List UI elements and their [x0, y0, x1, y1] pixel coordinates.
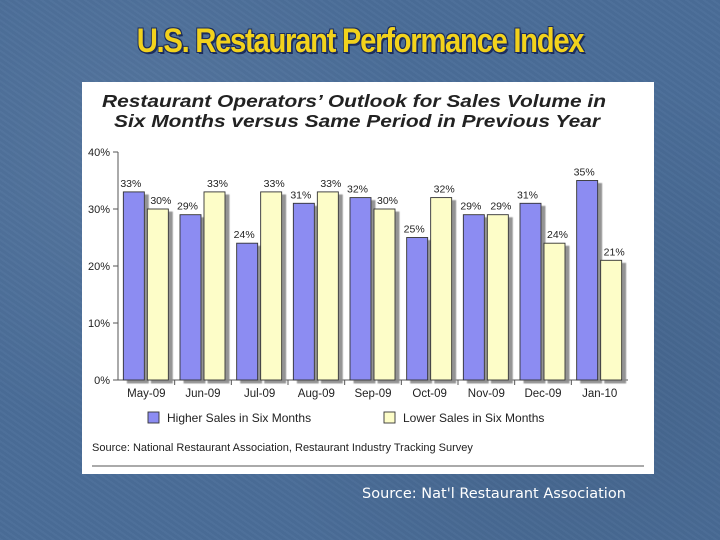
data-label-lower-sales: 29%	[490, 201, 511, 213]
data-label-higher-sales: 35%	[574, 167, 595, 179]
chart-panel: Restaurant Operators’ Outlook for Sales …	[82, 82, 654, 474]
data-label-higher-sales: 25%	[404, 224, 425, 236]
bar-lower-sales	[543, 242, 566, 381]
bar-higher-sales	[236, 242, 259, 381]
data-label-lower-sales: 21%	[604, 246, 625, 258]
bar-higher-sales	[406, 237, 429, 381]
bar-lower-sales	[430, 197, 453, 381]
legend-label: Higher Sales in Six Months	[167, 411, 311, 425]
bar-higher-sales	[292, 202, 315, 381]
bar-lower-sales	[600, 259, 623, 381]
x-tick-label: Sep-09	[354, 388, 391, 400]
data-label-higher-sales: 24%	[234, 229, 255, 241]
slide-source-note: Source: Nat'l Restaurant Association	[362, 486, 626, 502]
data-label-higher-sales: 29%	[460, 201, 481, 213]
bar-higher-sales	[349, 197, 372, 381]
data-label-lower-sales: 30%	[150, 195, 171, 207]
x-tick-label: Aug-09	[298, 388, 335, 400]
bar-lower-sales	[486, 214, 509, 381]
bar-higher-sales	[122, 191, 145, 381]
data-label-lower-sales: 33%	[320, 178, 341, 190]
chart-title-line1: Restaurant Operators’ Outlook for Sales …	[102, 91, 606, 111]
data-label-higher-sales: 33%	[120, 178, 141, 190]
bar-lower-sales	[260, 191, 283, 381]
x-tick-label: Jul-09	[244, 388, 275, 400]
data-label-higher-sales: 29%	[177, 201, 198, 213]
x-tick-label: Jun-09	[185, 388, 220, 400]
slide-title: U.S. Restaurant Performance Index	[136, 22, 585, 60]
x-tick-label: Oct-09	[412, 388, 447, 400]
data-label-lower-sales: 30%	[377, 195, 398, 207]
x-tick-label: Jan-10	[582, 388, 617, 400]
bar-lower-sales	[316, 191, 339, 381]
legend-swatch	[383, 411, 396, 424]
bar-higher-sales	[519, 202, 542, 381]
bar-higher-sales	[576, 180, 599, 381]
y-tick-label: 20%	[88, 261, 110, 273]
bar-lower-sales	[146, 208, 169, 381]
legend-label: Lower Sales in Six Months	[403, 411, 544, 425]
legend-swatch	[147, 411, 160, 424]
bar-lower-sales	[373, 208, 396, 381]
bar-higher-sales	[462, 214, 485, 381]
y-tick-label: 0%	[94, 375, 110, 387]
data-label-higher-sales: 31%	[517, 189, 538, 201]
x-tick-label: May-09	[127, 388, 165, 400]
chart-source: Source: National Restaurant Association,…	[92, 442, 473, 454]
data-label-lower-sales: 33%	[207, 178, 228, 190]
x-tick-label: Dec-09	[524, 388, 561, 400]
chart-title-line2: Six Months versus Same Period in Previou…	[114, 111, 601, 131]
y-tick-label: 40%	[88, 147, 110, 159]
y-tick-label: 10%	[88, 318, 110, 330]
data-label-lower-sales: 32%	[434, 184, 455, 196]
bar-chart: Restaurant Operators’ Outlook for Sales …	[88, 91, 644, 467]
data-label-higher-sales: 32%	[347, 184, 368, 196]
y-tick-label: 30%	[88, 204, 110, 216]
bar-lower-sales	[203, 191, 226, 381]
bar-higher-sales	[179, 214, 202, 381]
data-label-lower-sales: 33%	[264, 178, 285, 190]
data-label-lower-sales: 24%	[547, 229, 568, 241]
data-label-higher-sales: 31%	[290, 189, 311, 201]
x-tick-label: Nov-09	[468, 388, 505, 400]
